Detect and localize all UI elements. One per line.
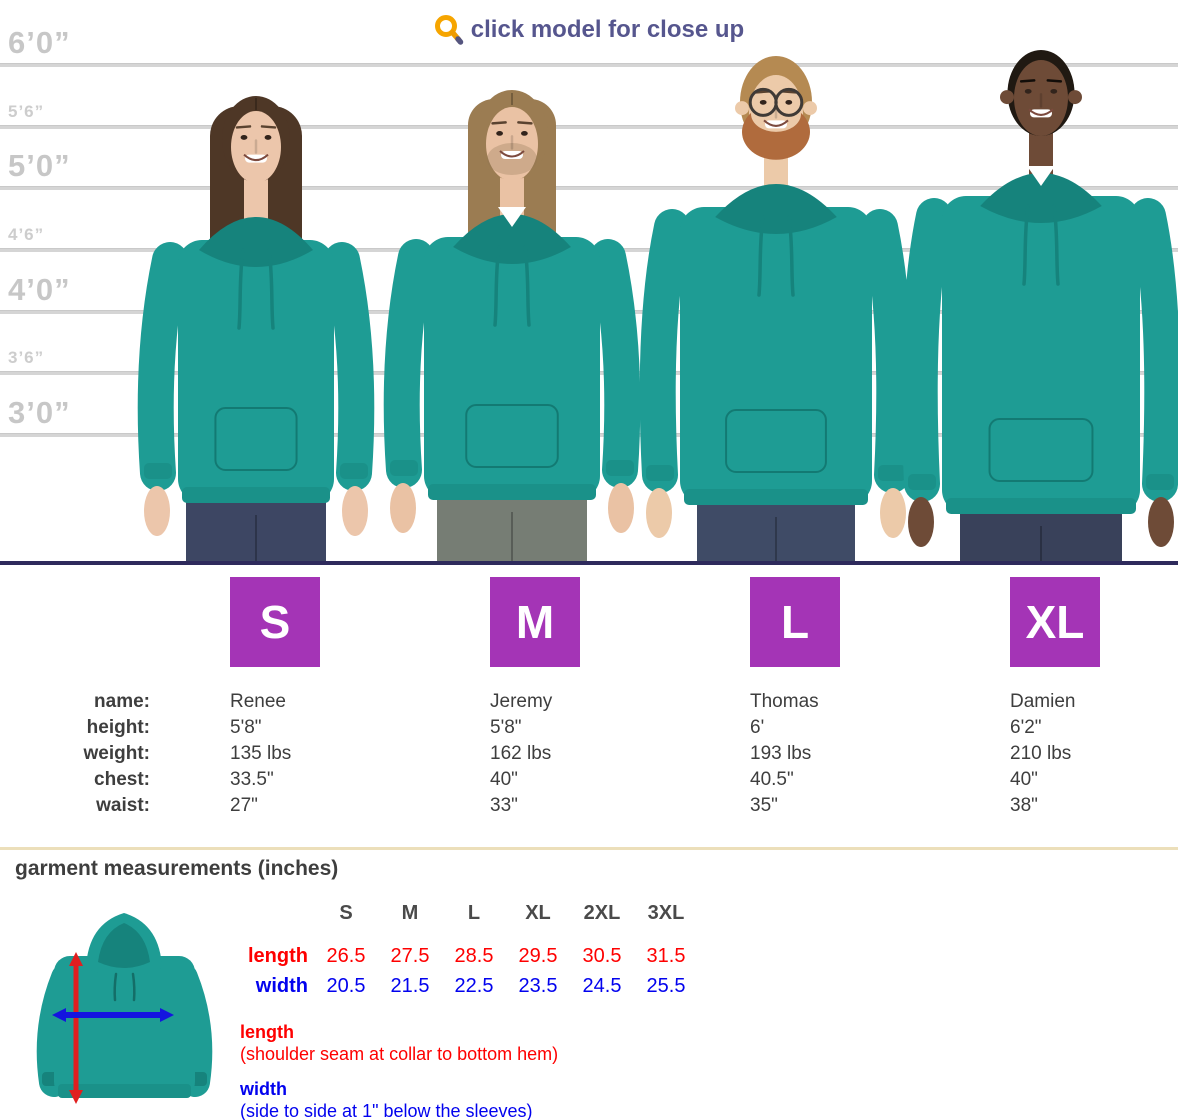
magnifier-icon	[434, 15, 464, 45]
size-badge-l: L	[750, 577, 840, 667]
stats-label: name:	[94, 691, 150, 712]
section-divider	[0, 847, 1178, 850]
note-desc: (shoulder seam at collar to bottom hem)	[240, 1044, 559, 1064]
garment-measurements-table: S M L XL 2XL 3XL length 26.5 27.5 28.5 29.5 30.5 31.…	[238, 902, 698, 1005]
garment-row-length: length 26.5 27.5 28.5 29.5 30.5 31.5	[238, 945, 698, 968]
closeup-header-label: click model for close up	[470, 16, 745, 43]
height-label: 5’6”	[8, 102, 45, 121]
hoodie-measurement-diagram	[36, 913, 213, 1104]
garment-header-row: S M L XL 2XL 3XL	[238, 902, 698, 925]
height-label: 4’6”	[8, 225, 45, 244]
measurement-notes: length (shoulder seam at collar to bottom…	[240, 1021, 558, 1120]
height-label: 3’6”	[8, 348, 45, 367]
garment-col-m: M	[401, 902, 419, 924]
model-photo-thomas[interactable]	[639, 56, 913, 561]
size-badge-m: M	[490, 577, 580, 667]
model-photo-jeremy[interactable]	[383, 90, 641, 561]
size-badge-xl: XL	[1010, 577, 1100, 667]
stat-chest: 40.5"	[750, 769, 794, 790]
garment-value: 24.5	[582, 975, 622, 997]
garment-value: 30.5	[582, 945, 622, 967]
garment-col-xl: XL	[525, 902, 551, 924]
garment-value: 20.5	[326, 975, 366, 997]
stat-waist: 35"	[750, 795, 778, 816]
stat-waist: 33"	[490, 795, 518, 816]
height-line	[0, 63, 1178, 67]
garment-value: 31.5	[646, 945, 686, 967]
stats-column-thomas: Thomas 6' 193 lbs 40.5" 35"	[750, 689, 970, 819]
stat-waist: 27"	[230, 795, 258, 816]
stats-label: weight:	[83, 743, 151, 764]
note-desc: (side to side at 1" below the sleeves)	[240, 1101, 533, 1120]
garment-col-l: L	[467, 902, 481, 924]
garment-value: 22.5	[454, 975, 494, 997]
height-label: 4’0”	[8, 272, 71, 307]
closeup-header[interactable]: click model for close up	[0, 14, 1178, 46]
note-width: width (side to side at 1" below the sleev…	[240, 1078, 558, 1120]
stats-column-jeremy: Jeremy 5'8" 162 lbs 40" 33"	[490, 689, 710, 819]
stats-column-renee: Renee 5'8" 135 lbs 33.5" 27"	[230, 689, 450, 819]
stats-column-damien: Damien 6'2" 210 lbs 40" 38"	[1010, 689, 1178, 819]
photo-bottom-divider	[0, 561, 1178, 565]
stats-label: chest:	[94, 769, 150, 790]
stat-name: Renee	[230, 691, 286, 712]
garment-row-label: width	[255, 975, 308, 997]
height-line	[0, 186, 1178, 190]
height-label: 5’0”	[8, 148, 71, 183]
stat-name: Thomas	[750, 691, 819, 712]
stat-chest: 40"	[490, 769, 518, 790]
garment-col-3xl: 3XL	[647, 902, 685, 924]
garment-value: 29.5	[518, 945, 558, 967]
model-lineup-photo: 6’0” 5’6” 5’0” 4’6” 4’0” 3’6” 3’0” click model…	[0, 14, 1178, 561]
note-length: length (shoulder seam at collar to bottom…	[240, 1021, 558, 1065]
model-photo-damien[interactable]	[901, 50, 1178, 561]
garment-value: 27.5	[390, 945, 430, 967]
stat-height: 5'8"	[230, 717, 262, 738]
garment-title: garment measurements (inches)	[15, 857, 339, 880]
stat-height: 6'2"	[1010, 717, 1042, 738]
height-label: 3’0”	[8, 395, 71, 430]
stats-row-labels: name: height: weight: chest: waist:	[0, 689, 151, 819]
stat-waist: 38"	[1010, 795, 1038, 816]
size-badge-s: S	[230, 577, 320, 667]
stat-name: Damien	[1010, 691, 1076, 712]
height-label: 6’0”	[8, 25, 71, 60]
stats-label: waist:	[96, 795, 150, 816]
garment-row-label: length	[248, 945, 308, 967]
stat-chest: 33.5"	[230, 769, 274, 790]
stat-height: 6'	[750, 717, 765, 738]
garment-col-2xl: 2XL	[583, 902, 621, 924]
height-line	[0, 125, 1178, 129]
stats-label: height:	[86, 717, 150, 738]
stat-weight: 210 lbs	[1010, 743, 1072, 764]
stat-weight: 193 lbs	[750, 743, 812, 764]
garment-col-s: S	[339, 902, 353, 924]
model-photo-renee[interactable]	[137, 96, 375, 561]
stat-chest: 40"	[1010, 769, 1038, 790]
garment-value: 21.5	[390, 975, 430, 997]
garment-value: 28.5	[454, 945, 494, 967]
garment-row-width: width 20.5 21.5 22.5 23.5 24.5 25.5	[238, 975, 698, 998]
garment-value: 23.5	[518, 975, 558, 997]
stat-weight: 135 lbs	[230, 743, 292, 764]
note-label: length	[240, 1022, 294, 1042]
note-label: width	[240, 1079, 287, 1099]
stat-name: Jeremy	[490, 691, 553, 712]
garment-value: 25.5	[646, 975, 686, 997]
stat-height: 5'8"	[490, 717, 522, 738]
garment-value: 26.5	[326, 945, 366, 967]
models-layer	[137, 50, 1178, 561]
stat-weight: 162 lbs	[490, 743, 552, 764]
